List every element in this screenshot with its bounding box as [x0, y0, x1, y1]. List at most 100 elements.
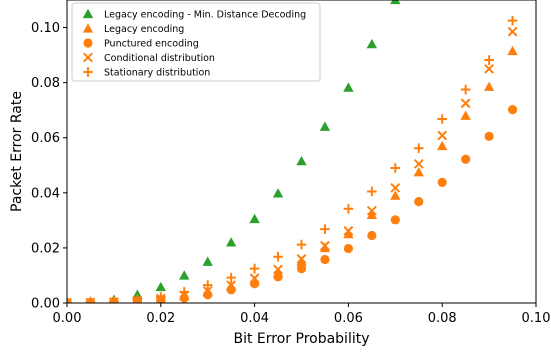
data-point — [225, 237, 237, 247]
data-point — [319, 242, 331, 253]
data-point — [343, 82, 354, 92]
x-tick-label: 0.10 — [522, 311, 551, 326]
x-tick-label: 0.00 — [53, 311, 82, 326]
data-point — [460, 98, 471, 109]
legend-marker — [83, 52, 93, 63]
legend-marker — [82, 23, 94, 33]
data-points — [67, 0, 518, 303]
data-point — [273, 251, 283, 262]
data-point — [483, 81, 495, 91]
data-point — [85, 297, 96, 303]
legend-item: Stationary distribution — [83, 67, 210, 79]
series-0 — [67, 0, 401, 303]
data-point — [109, 296, 119, 303]
data-point — [320, 240, 330, 251]
legend-marker — [82, 8, 94, 19]
legend-item: Conditional distribution — [83, 52, 215, 64]
y-tick-label: 0.02 — [31, 241, 60, 256]
data-point — [484, 131, 494, 141]
data-point — [343, 203, 354, 214]
data-point — [460, 110, 471, 120]
series-1 — [67, 45, 518, 303]
legend-item: Legacy encoding - Min. Distance Decoding — [82, 8, 306, 21]
data-point — [155, 281, 166, 292]
data-point — [390, 190, 401, 200]
data-point — [366, 209, 378, 220]
y-tick-label: 0.08 — [31, 76, 60, 91]
legend: Legacy encoding - Min. Distance Decoding… — [71, 2, 321, 82]
data-point — [413, 143, 424, 153]
y-tick-label: 0.04 — [31, 186, 60, 201]
data-point — [366, 205, 377, 216]
legend-marker — [83, 38, 93, 48]
data-point — [437, 177, 447, 187]
data-point — [507, 105, 518, 115]
data-point — [202, 256, 213, 266]
data-point — [507, 45, 518, 56]
data-point — [319, 121, 331, 131]
data-point — [296, 239, 307, 250]
data-point — [437, 140, 448, 151]
y-tick-label: 0.00 — [31, 297, 60, 312]
data-point — [343, 228, 354, 239]
data-point — [390, 0, 401, 5]
data-point — [437, 130, 448, 141]
data-point — [296, 256, 307, 266]
data-point — [296, 155, 307, 166]
data-point — [461, 154, 471, 164]
data-point — [179, 270, 190, 280]
data-point — [507, 26, 518, 37]
data-point — [226, 285, 236, 295]
data-point — [273, 272, 283, 282]
data-point — [390, 163, 401, 173]
data-point — [460, 84, 471, 95]
y-axis-label: Packet Error Rate — [9, 91, 25, 212]
data-point — [296, 263, 307, 274]
data-point — [156, 292, 166, 302]
legend-label: Conditional distribution — [104, 53, 215, 64]
data-point — [414, 197, 424, 207]
data-point — [484, 63, 495, 74]
data-point — [367, 186, 377, 197]
data-point — [226, 272, 236, 283]
data-point — [484, 55, 494, 65]
data-point — [437, 114, 447, 124]
data-point — [179, 293, 189, 303]
data-point — [202, 280, 213, 290]
legend-box — [71, 2, 321, 82]
data-point — [366, 38, 378, 49]
data-point — [67, 297, 72, 303]
data-point — [249, 263, 260, 274]
data-point — [343, 225, 354, 236]
data-point — [202, 285, 213, 296]
legend-marker — [83, 67, 93, 77]
data-point — [272, 188, 284, 198]
data-point — [296, 254, 307, 264]
plot-frame — [66, 0, 537, 304]
data-point — [226, 280, 237, 291]
x-tick-label: 0.08 — [428, 311, 457, 326]
x-axis-ticks: 0.00 0.02 0.04 0.06 0.08 0.10 — [53, 303, 551, 326]
x-axis-label: Bit Error Probability — [233, 331, 369, 347]
data-point — [249, 213, 260, 224]
data-point — [507, 15, 518, 26]
data-point — [390, 215, 400, 225]
x-tick-label: 0.02 — [146, 311, 175, 326]
data-point — [273, 264, 283, 275]
y-tick-label: 0.10 — [31, 21, 60, 36]
x-tick-label: 0.06 — [334, 311, 363, 326]
y-axis-ticks: 0.00 0.02 0.04 0.06 0.08 0.10 — [31, 21, 67, 312]
legend-label: Punctured encoding — [104, 39, 199, 50]
series-3 — [67, 26, 518, 303]
data-point — [249, 273, 260, 284]
series-2 — [67, 105, 518, 303]
y-tick-label: 0.06 — [31, 131, 60, 146]
legend-label: Legacy encoding - Min. Distance Decoding — [104, 10, 306, 21]
legend-label: Stationary distribution — [104, 68, 210, 79]
series-4 — [67, 15, 518, 303]
legend-item: Punctured encoding — [83, 38, 199, 50]
data-point — [343, 243, 353, 254]
data-point — [413, 158, 424, 169]
